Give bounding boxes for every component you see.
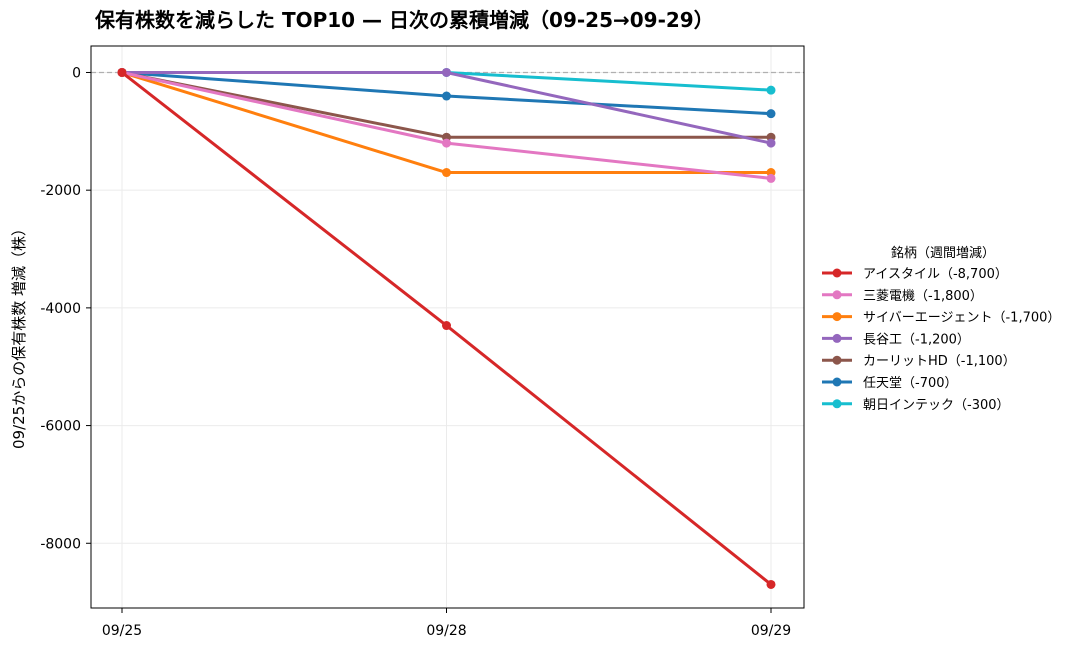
legend-label: カーリットHD（-1,100） — [863, 354, 1016, 369]
y-axis-label: 09/25からの保有株数 増減（株） — [10, 221, 28, 449]
legend-swatch-marker — [832, 290, 842, 300]
data-point — [766, 109, 776, 119]
x-tick-label: 09/29 — [751, 623, 791, 639]
x-tick-label: 09/25 — [102, 623, 142, 639]
y-tick-label: -2000 — [40, 183, 81, 199]
y-tick-label: -6000 — [40, 419, 81, 435]
legend-swatch-marker — [832, 399, 842, 409]
legend-item: 朝日インテック（-300） — [822, 398, 1010, 413]
chart-title: 保有株数を減らした TOP10 — 日次の累積増減（09-25→09-29） — [94, 8, 714, 32]
legend-title: 銘柄（週間増減） — [891, 245, 995, 261]
legend-item: 任天堂（-700） — [822, 376, 958, 391]
legend-label: サイバーエージェント（-1,700） — [863, 311, 1060, 326]
legend-item: 三菱電機（-1,800） — [822, 289, 983, 304]
data-point — [117, 67, 127, 77]
legend: 銘柄（週間増減） アイスタイル（-8,700） 三菱電機（-1,800） サイバーエ… — [822, 245, 1060, 413]
y-tick-label: 0 — [72, 65, 81, 81]
data-point — [766, 173, 776, 183]
series-group — [117, 67, 776, 589]
data-point — [442, 91, 451, 101]
legend-swatch-marker — [832, 333, 842, 343]
legend-item: サイバーエージェント（-1,700） — [822, 311, 1060, 326]
data-point — [442, 67, 451, 77]
y-tick-label: -4000 — [40, 301, 81, 317]
legend-swatch-marker — [832, 377, 842, 387]
data-point — [442, 138, 451, 148]
data-point — [766, 138, 776, 148]
y-tick-label: -8000 — [40, 536, 81, 552]
legend-item: アイスタイル（-8,700） — [822, 267, 1008, 282]
legend-swatch-marker — [832, 355, 842, 365]
data-point — [442, 168, 451, 178]
x-axis-ticks: 09/25 09/28 09/29 — [102, 608, 791, 639]
legend-item: カーリットHD（-1,100） — [822, 354, 1016, 369]
plot-frame — [90, 45, 805, 609]
legend-label: 長谷工（-1,200） — [863, 332, 970, 347]
legend-label: 朝日インテック（-300） — [863, 398, 1010, 413]
legend-label: 任天堂（-700） — [863, 376, 958, 391]
series-layer — [117, 67, 776, 589]
legend-items: アイスタイル（-8,700） 三菱電機（-1,800） サイバーエージェント（-1,… — [822, 267, 1060, 413]
legend-label: アイスタイル（-8,700） — [863, 267, 1008, 282]
y-axis-ticks: 0 -2000 -4000 -6000 -8000 — [40, 65, 91, 552]
legend-item: 長谷工（-1,200） — [822, 332, 970, 347]
data-point — [766, 579, 776, 589]
legend-swatch-marker — [832, 268, 842, 278]
data-point — [442, 321, 451, 331]
legend-label: 三菱電機（-1,800） — [863, 289, 983, 304]
x-tick-label: 09/28 — [426, 623, 466, 639]
legend-swatch-marker — [832, 312, 842, 322]
data-point — [766, 85, 776, 95]
